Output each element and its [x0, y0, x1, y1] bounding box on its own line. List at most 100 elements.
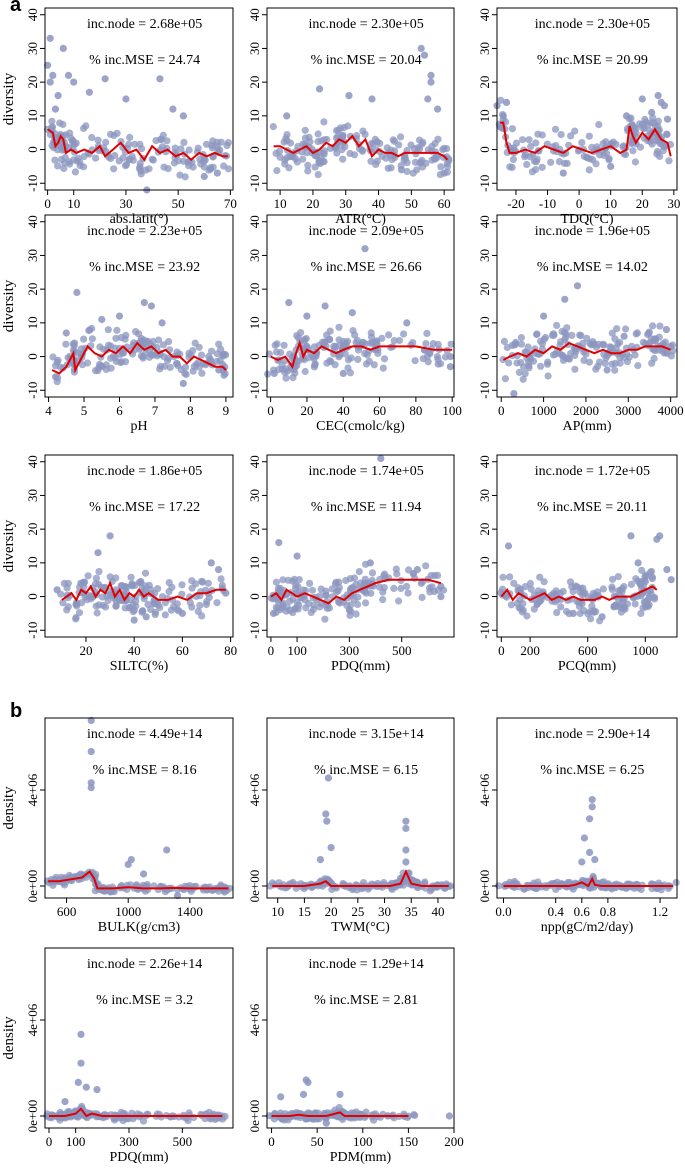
data-point [272, 578, 280, 586]
data-point [319, 149, 327, 157]
data-point [310, 601, 318, 609]
data-point [526, 153, 534, 161]
data-point [274, 584, 282, 593]
data-point [440, 144, 448, 152]
data-point [316, 856, 324, 864]
y-tick-label: -10 [247, 175, 262, 192]
data-point [83, 359, 92, 367]
inc-node-annotation: inc.node = 2.30e+05 [535, 17, 650, 32]
data-point [179, 157, 188, 165]
data-point [140, 299, 148, 307]
data-point [652, 136, 660, 144]
data-point [568, 331, 576, 339]
data-point [585, 132, 593, 140]
data-point [176, 171, 184, 179]
inc-node-annotation: inc.node = 2.90e+14 [535, 727, 650, 742]
x-tick-label: 50 [172, 196, 185, 211]
x-tick-label: 30 [119, 196, 132, 211]
y-tick-label: -10 [247, 382, 262, 399]
data-point [164, 165, 172, 173]
data-point [571, 127, 579, 135]
data-point [63, 584, 71, 592]
data-point [113, 129, 121, 137]
data-point [361, 130, 369, 138]
x-axis-label: pH [130, 419, 147, 434]
data-point [144, 600, 152, 609]
x-tick-label: 0 [498, 643, 505, 658]
x-tick-label: 600 [57, 904, 77, 919]
data-point [179, 379, 187, 388]
x-axis-label: PCQ(mm) [558, 659, 617, 674]
data-point [107, 342, 115, 350]
data-point [532, 139, 540, 147]
data-point [397, 166, 406, 174]
data-point [603, 366, 611, 374]
data-point [106, 532, 114, 540]
inc-mse-annotation: % inc.MSE = 20.04 [311, 53, 422, 68]
data-point [519, 375, 527, 383]
data-point [631, 600, 639, 608]
data-point [324, 774, 332, 782]
data-point [51, 156, 59, 164]
data-point [52, 373, 60, 381]
y-tick-label: 40 [247, 8, 262, 21]
data-point [77, 1059, 85, 1067]
data-point [418, 593, 426, 602]
x-tick-label: 100 [66, 1134, 86, 1149]
y-tick-label: 40 [25, 215, 40, 228]
data-point [301, 126, 309, 134]
inc-node-annotation: inc.node = 2.68e+05 [87, 17, 202, 32]
data-point [278, 604, 286, 612]
data-point [588, 796, 596, 804]
data-point [117, 334, 125, 342]
x-tick-label: 10 [67, 196, 80, 211]
data-point [346, 132, 354, 140]
data-point [557, 338, 565, 346]
data-point [280, 341, 288, 349]
data-point [87, 784, 95, 792]
data-point [645, 339, 654, 347]
data-point [165, 579, 173, 587]
data-point [667, 576, 675, 584]
data-point [88, 335, 96, 343]
data-point [598, 613, 606, 621]
y-axis-label: diversity [1, 72, 17, 125]
data-point [512, 338, 520, 346]
y-tick-label: 20 [25, 76, 40, 89]
data-point [616, 359, 624, 367]
data-point [557, 131, 565, 139]
data-point [409, 339, 417, 347]
data-point [395, 597, 403, 605]
data-point [589, 156, 597, 164]
data-point [591, 856, 599, 864]
data-point [445, 1112, 453, 1120]
data-point [532, 166, 540, 174]
data-point [320, 118, 328, 126]
inc-mse-annotation: % inc.MSE = 23.92 [89, 260, 200, 275]
data-point [46, 78, 54, 86]
data-point [158, 319, 166, 327]
data-point [631, 158, 640, 166]
x-tick-label: 0.6 [574, 904, 591, 919]
data-point [127, 856, 135, 864]
data-point [629, 147, 637, 155]
data-point [82, 122, 90, 130]
data-point [289, 577, 297, 585]
data-point [645, 594, 653, 602]
panel-label-b: b [10, 700, 23, 722]
x-tick-label: 9 [223, 403, 230, 418]
x-tick-label: 100 [287, 643, 307, 658]
data-point [178, 609, 186, 618]
x-axis-label: CEC(cmolc/kg) [316, 419, 405, 434]
data-point [269, 123, 277, 131]
y-tick-label: 4e+06 [477, 773, 492, 806]
x-tick-label: 80 [224, 643, 237, 658]
x-tick-label: 0.0 [495, 904, 511, 919]
data-point [353, 132, 361, 140]
data-point [321, 302, 329, 310]
data-point [654, 92, 662, 100]
data-point [222, 351, 230, 359]
data-point [320, 136, 328, 144]
data-point [423, 329, 431, 337]
